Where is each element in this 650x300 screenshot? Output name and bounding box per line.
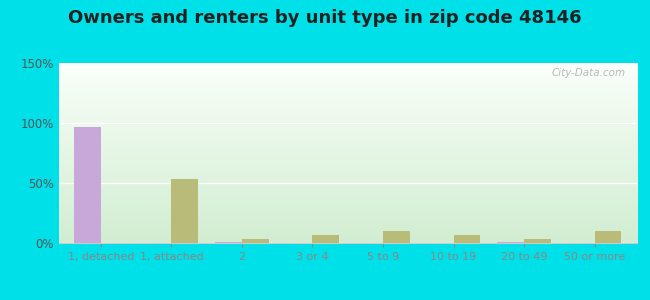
Bar bbox=[497, 242, 524, 243]
Text: Owners and renters by unit type in zip code 48146: Owners and renters by unit type in zip c… bbox=[68, 9, 582, 27]
Bar bbox=[454, 235, 480, 243]
Bar bbox=[313, 235, 339, 243]
Bar bbox=[74, 127, 101, 243]
Bar bbox=[242, 239, 268, 243]
Bar bbox=[383, 231, 410, 243]
Bar bbox=[524, 239, 551, 243]
Bar bbox=[595, 231, 621, 243]
Text: City-Data.com: City-Data.com bbox=[551, 68, 625, 78]
Bar bbox=[172, 179, 198, 243]
Bar bbox=[215, 242, 242, 243]
